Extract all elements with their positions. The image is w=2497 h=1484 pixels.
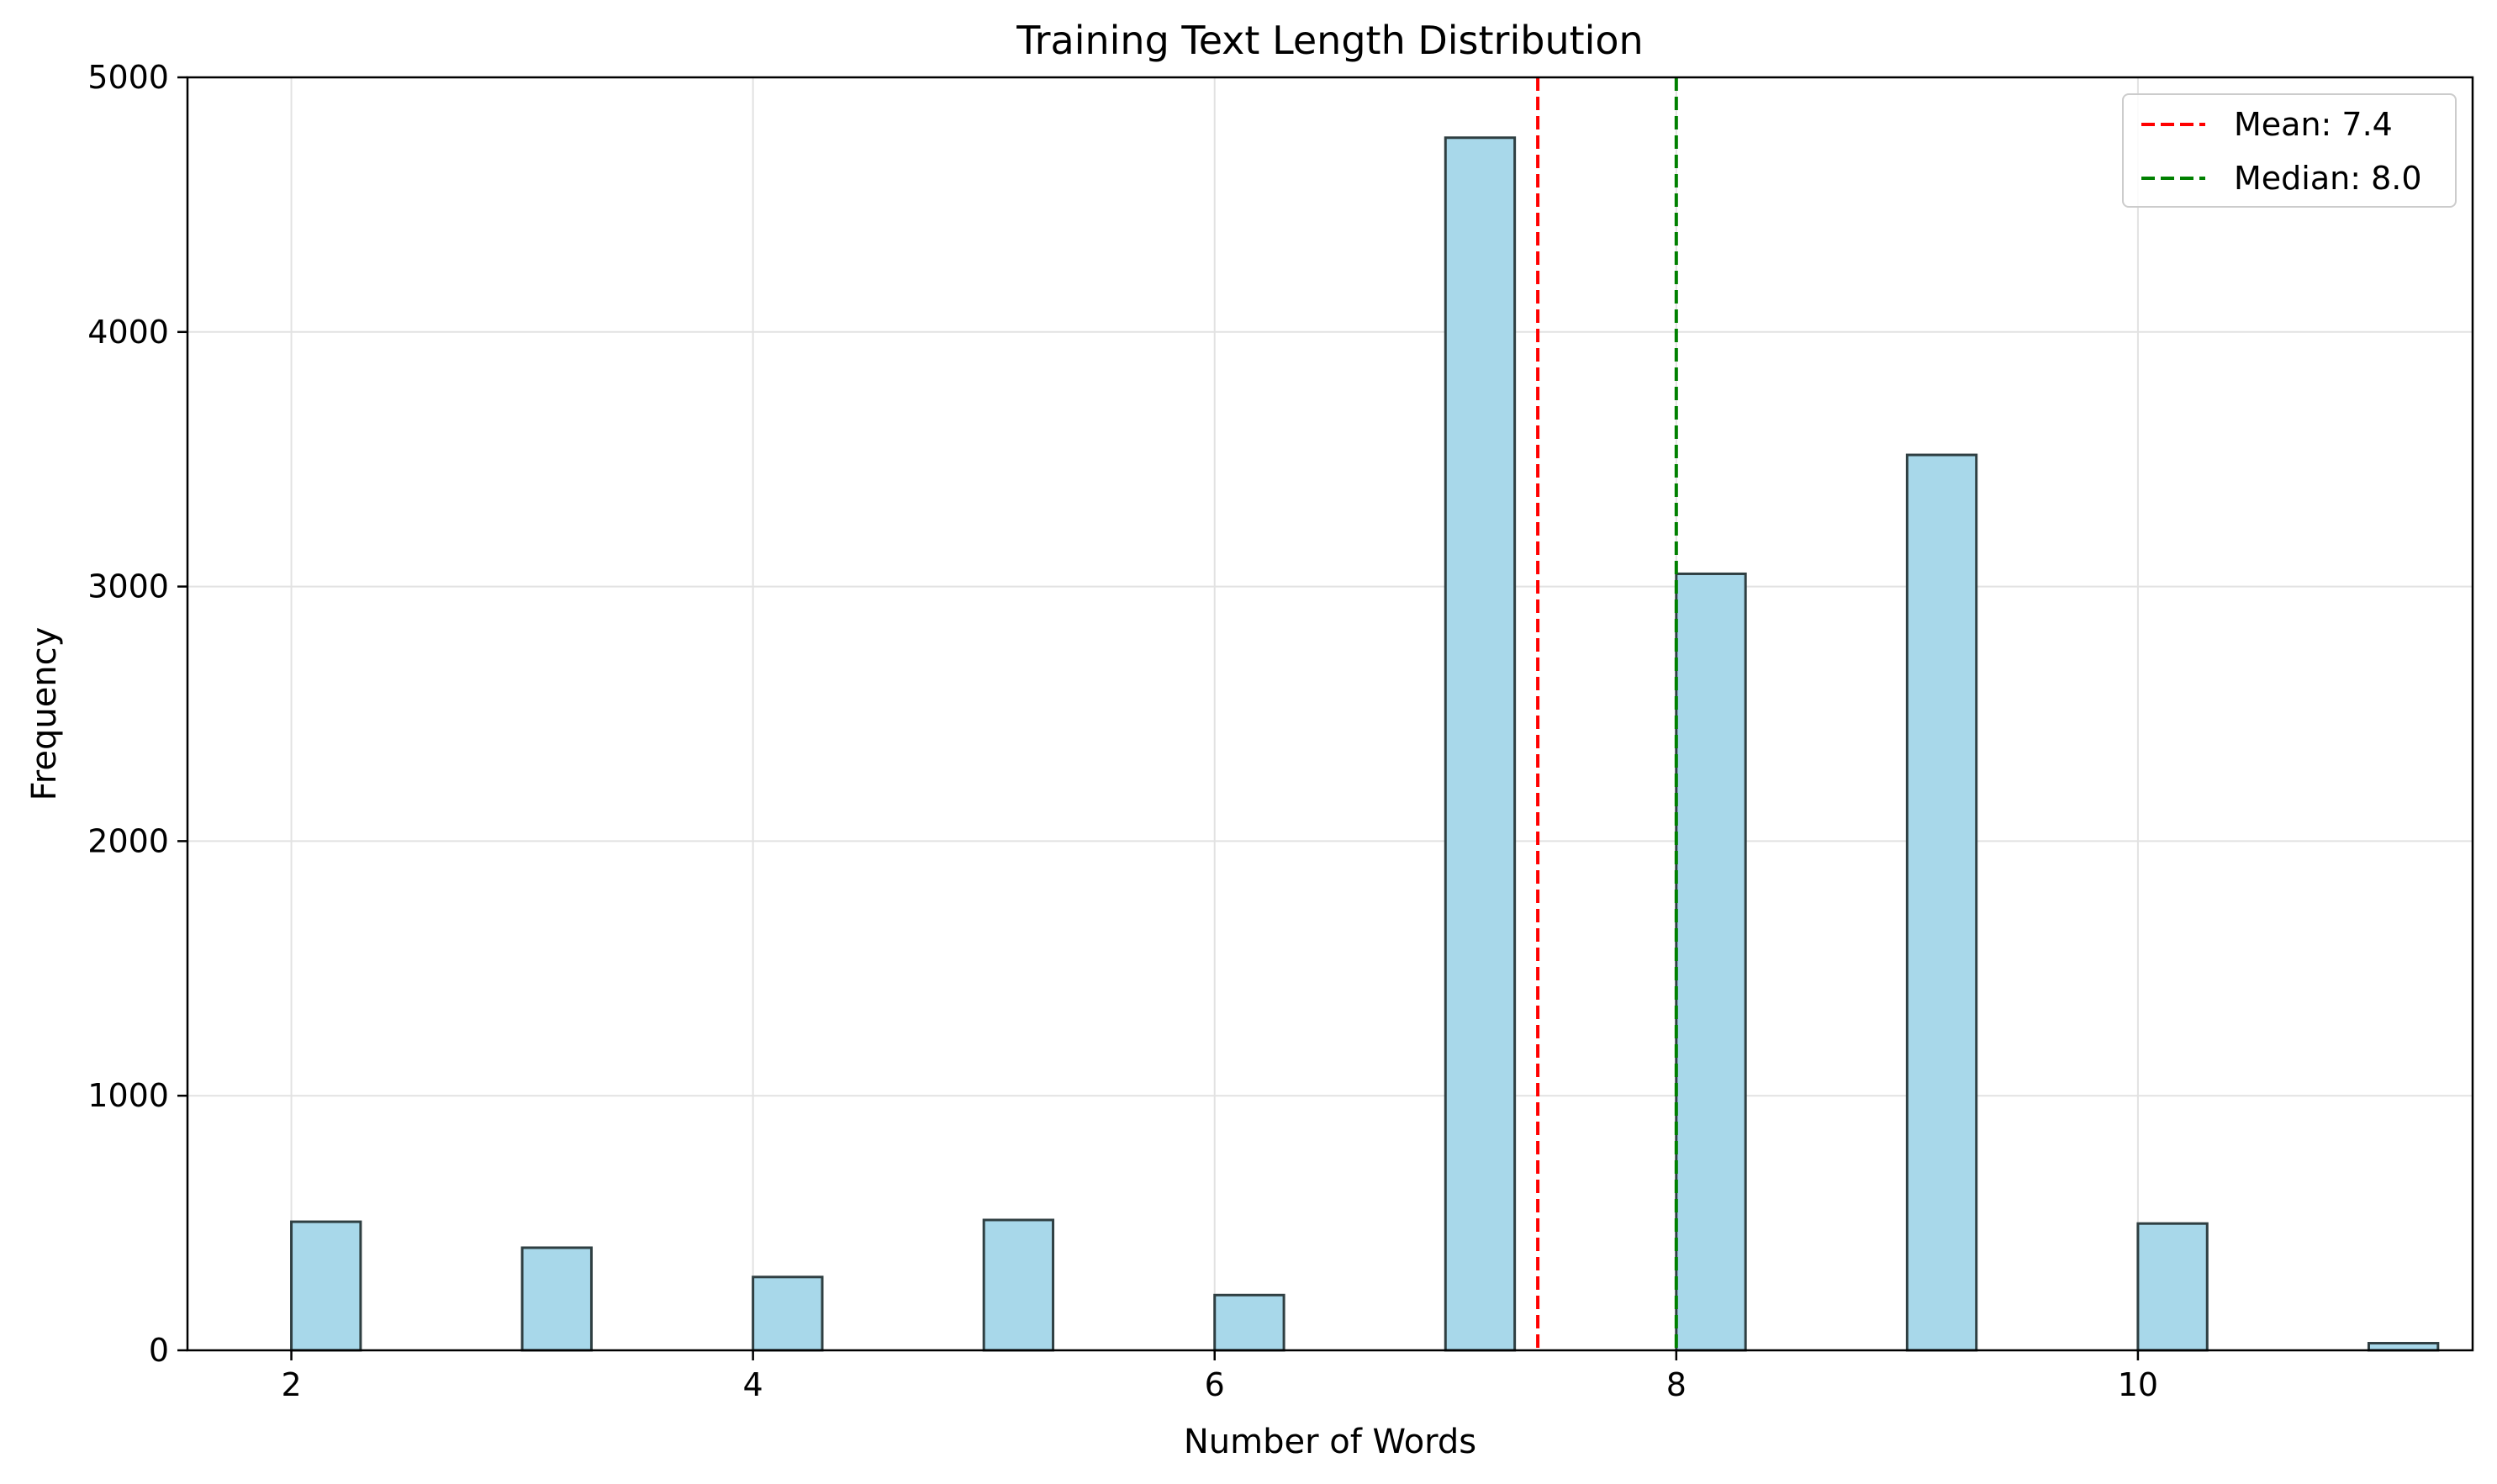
histogram-bar [982,1218,1055,1352]
y-axis-ticks: 0 1000 2000 3000 4000 5000 [87,59,187,1369]
chart-legend: Mean: 7.4 Median: 8.0 [2122,93,2457,208]
x-tick-label: 6 [1205,1366,1225,1403]
median-legend-label: Median: 8.0 [2234,160,2422,197]
histogram-bar [2367,1342,2440,1352]
y-tick-label: 3000 [87,568,169,605]
histogram-bar [1905,453,1978,1352]
x-tick-label: 8 [1666,1366,1687,1403]
y-axis-label: Frequency [25,627,64,801]
x-tick-label: 10 [2118,1366,2158,1403]
histogram-bar [752,1275,824,1352]
y-tick-label: 4000 [87,314,169,351]
histogram-bar [520,1246,593,1352]
histogram-bar [2136,1222,2209,1352]
histogram-bar [290,1220,362,1352]
y-tick-label: 5000 [87,59,169,96]
y-tick-label: 2000 [87,822,169,859]
x-tick-label: 2 [281,1366,301,1403]
legend-box [2122,93,2457,208]
y-tick-label: 0 [149,1332,169,1369]
histogram-bar [1213,1293,1285,1352]
histogram-bar [1675,572,1747,1352]
x-axis-ticks: 2 4 6 8 10 [281,1350,2158,1403]
x-tick-label: 4 [743,1366,763,1403]
y-tick-label: 1000 [87,1077,169,1114]
plot-frame [186,76,2474,1352]
histogram-bar [1444,136,1517,1352]
grid-lines [187,77,2473,1351]
reference-lines [1536,77,1678,1350]
histogram-bars [290,136,2440,1352]
mean-legend-label: Mean: 7.4 [2234,106,2393,143]
chart-title: Training Text Length Distribution [1016,18,1643,63]
x-axis-label: Number of Words [1184,1423,1476,1461]
